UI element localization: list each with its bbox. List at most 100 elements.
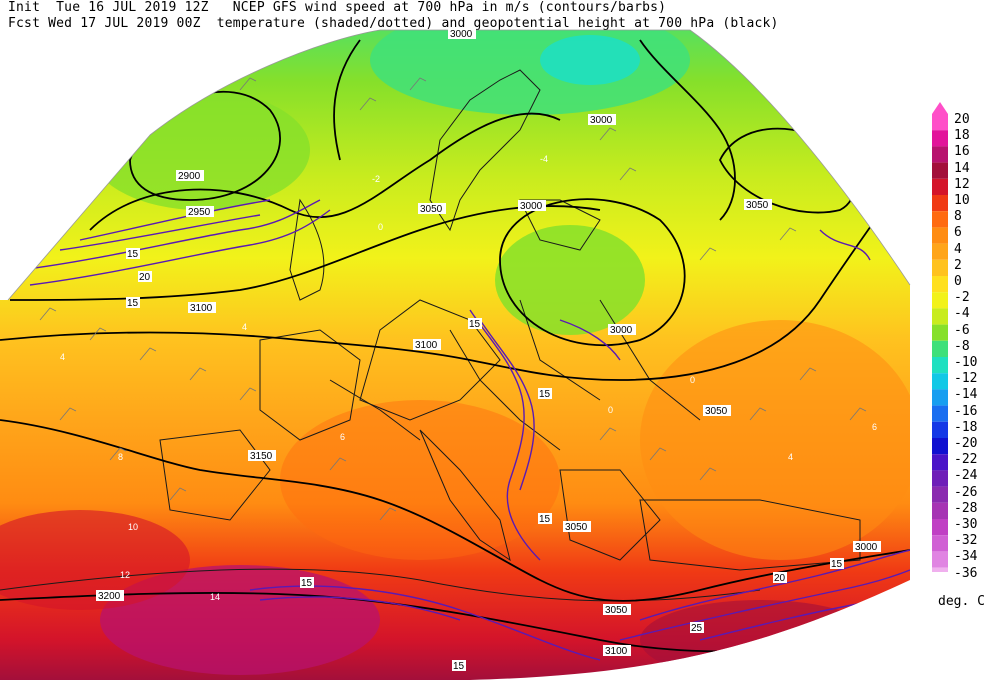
wind-label: 15 [831, 559, 843, 570]
wind-label: 15 [127, 249, 139, 260]
weather-map: 3000 2900 2950 3000 3050 3000 3050 3100 … [0, 28, 911, 680]
temp-label: 4 [788, 452, 793, 462]
temp-label: -4 [540, 154, 548, 164]
legend-label: 16 [954, 144, 970, 160]
legend-swatch [932, 357, 948, 374]
legend-swatch [932, 114, 948, 131]
legend-unit: deg. C [938, 594, 985, 609]
temp-label: 0 [608, 405, 613, 415]
height-label: 3000 [855, 542, 878, 553]
wind-barbs [39, 47, 867, 521]
legend-arrow [932, 102, 948, 114]
temp-label: 6 [872, 422, 877, 432]
legend-swatch [932, 405, 948, 422]
legend-swatch [932, 502, 948, 519]
legend-swatch [932, 470, 948, 487]
wind-label: 25 [691, 623, 703, 634]
map-header-forecast: Fcst Wed 17 JUL 2019 00Z temperature (sh… [8, 16, 779, 31]
wind-label: 15 [127, 298, 139, 309]
legend-swatch [932, 276, 948, 293]
legend-swatch [932, 373, 948, 390]
cold-pool-baltic [495, 225, 645, 335]
legend-label: -8 [954, 338, 970, 354]
legend-swatch [932, 178, 948, 195]
legend-label: -2 [954, 290, 970, 306]
height-label: 3050 [565, 522, 588, 533]
legend-swatch [932, 389, 948, 406]
legend-label: -12 [954, 371, 978, 387]
legend-colorbar [932, 102, 948, 584]
legend-swatch [932, 535, 948, 552]
height-label: 3050 [746, 200, 769, 211]
legend-label: 4 [954, 241, 962, 257]
temp-label: 8 [118, 452, 123, 462]
height-label: 3150 [250, 451, 273, 462]
legend-label: -32 [954, 533, 978, 549]
wind-label: 20 [139, 272, 151, 283]
legend-swatch [932, 454, 948, 471]
height-label: 3000 [450, 29, 473, 40]
temp-label: 4 [60, 352, 65, 362]
temp-label: 0 [690, 375, 695, 385]
height-label: 3050 [705, 406, 728, 417]
wind-label: 15 [469, 319, 481, 330]
legend-label: 14 [954, 160, 970, 176]
height-label: 3000 [520, 201, 543, 212]
wind-label: 15 [453, 661, 465, 672]
cold-pool-atlantic [90, 90, 310, 210]
legend-label: 20 [954, 112, 970, 127]
legend-swatch [932, 162, 948, 179]
legend-label: -14 [954, 387, 978, 403]
legend-label: 12 [954, 176, 970, 192]
legend-label: -30 [954, 517, 978, 532]
temp-label: 12 [120, 570, 130, 580]
legend-label: 18 [954, 128, 970, 144]
wind-label: 15 [539, 514, 551, 525]
legend-swatch [932, 551, 948, 568]
temp-label: 10 [128, 522, 138, 532]
legend-swatch [932, 340, 948, 357]
height-label: 2950 [188, 207, 211, 218]
height-label: 3000 [610, 325, 633, 336]
legend-label: -28 [954, 500, 978, 516]
legend-label: -20 [954, 436, 978, 451]
height-label: 3100 [190, 303, 213, 314]
legend-swatch [932, 438, 948, 455]
legend-label: -24 [954, 468, 978, 484]
contour-labels: 3000 2900 2950 3000 3050 3000 3050 3100 … [60, 28, 881, 672]
legend-label: -26 [954, 484, 978, 500]
legend-swatch [932, 130, 948, 147]
legend-label: -18 [954, 419, 978, 435]
legend-label: -16 [954, 403, 978, 419]
height-label: 3100 [415, 340, 438, 351]
legend-label: -4 [954, 306, 970, 322]
legend-label: 6 [954, 225, 962, 241]
height-label: 3200 [98, 591, 121, 602]
legend-swatch [932, 519, 948, 536]
legend-label: -10 [954, 355, 978, 370]
temp-label: -2 [372, 174, 380, 184]
legend-label: -6 [954, 322, 970, 338]
legend-label: 0 [954, 274, 962, 289]
legend-swatch [932, 308, 948, 325]
height-label: 3050 [605, 605, 628, 616]
color-legend [932, 102, 1000, 584]
legend-swatch [932, 324, 948, 341]
height-label: 2900 [178, 171, 201, 182]
map-header-init: Init Tue 16 JUL 2019 12Z NCEP GFS wind s… [8, 0, 667, 15]
legend-label: -36 [954, 565, 978, 581]
legend-swatch [932, 146, 948, 163]
legend-label: 2 [954, 257, 962, 273]
legend-swatch [932, 421, 948, 438]
temp-label: 4 [242, 322, 247, 332]
legend-swatch [932, 567, 948, 584]
temp-label: 0 [378, 222, 383, 232]
legend-swatch [932, 243, 948, 260]
height-label: 3000 [590, 115, 613, 126]
legend-swatch [932, 486, 948, 503]
wind-label: 20 [774, 573, 786, 584]
height-label: 3050 [420, 204, 443, 215]
height-label: 3100 [605, 646, 628, 657]
legend-label: 10 [954, 193, 970, 208]
wind-label: 15 [539, 389, 551, 400]
